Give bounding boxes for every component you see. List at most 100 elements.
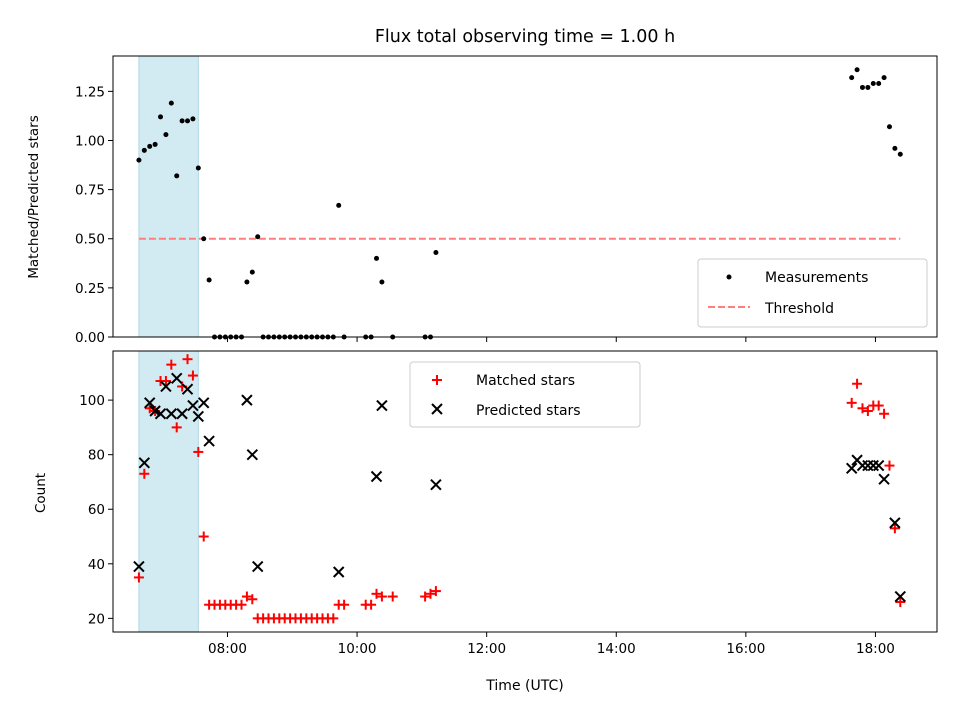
ratio-panel-frame bbox=[112, 55, 938, 338]
measurement-point bbox=[374, 255, 380, 261]
count-panel-frame bbox=[112, 350, 938, 633]
predicted-stars-point bbox=[376, 399, 388, 412]
matched-stars-point bbox=[420, 591, 431, 602]
predicted-stars-point bbox=[144, 397, 156, 409]
count-legend: Matched stars Predicted stars bbox=[409, 361, 641, 428]
matched-stars-point bbox=[895, 596, 906, 607]
count-panel: 20 40 60 80 100 08:00 10:00 12:00 14:00 16:00 18:… bbox=[33, 350, 938, 694]
measurement-point bbox=[379, 279, 385, 285]
predicted-stars-point bbox=[845, 462, 858, 475]
matched-stars-point bbox=[371, 588, 382, 599]
measurement-point bbox=[163, 132, 169, 138]
matched-stars-point bbox=[171, 422, 182, 433]
predicted-stars-point bbox=[333, 566, 345, 578]
matched-stars-point bbox=[862, 406, 873, 417]
measurement-point bbox=[168, 100, 174, 106]
observing-window-shade bbox=[138, 55, 199, 338]
measurement-point bbox=[876, 81, 882, 87]
matched-stars-point bbox=[852, 378, 863, 389]
matched-stars-point bbox=[160, 376, 171, 387]
measurement-point bbox=[881, 75, 887, 81]
chart-title: Flux total observing time = 1.00 h bbox=[375, 27, 675, 47]
legend-measurements-label: Measurements bbox=[765, 270, 868, 286]
measurement-point bbox=[244, 279, 250, 285]
predicted-stars-point bbox=[149, 405, 161, 417]
matched-stars-point bbox=[366, 599, 377, 610]
legend-measurements-marker bbox=[726, 274, 732, 280]
predicted-stars-point bbox=[192, 410, 205, 423]
ratio-y-axis-label: Matched/Predicted stars bbox=[26, 115, 42, 278]
count-legend-box bbox=[409, 361, 641, 428]
matched-stars-point bbox=[339, 599, 350, 610]
matched-stars-point bbox=[193, 446, 204, 457]
measurement-point bbox=[136, 157, 142, 163]
predicted-stars-point bbox=[252, 560, 264, 573]
matched-stars-point bbox=[873, 400, 884, 411]
predicted-stars-point bbox=[370, 470, 383, 483]
observing-window-shade bbox=[138, 350, 199, 633]
x-tick-label: 12:00 bbox=[467, 641, 506, 657]
predicted-stars-point bbox=[203, 435, 215, 447]
predicted-stars-point bbox=[246, 448, 259, 461]
measurement-point bbox=[190, 116, 196, 122]
ratio-legend-box bbox=[697, 258, 928, 328]
measurement-point bbox=[865, 84, 871, 90]
predicted-stars-point bbox=[187, 399, 199, 412]
matched-stars-point bbox=[328, 613, 339, 624]
predicted-stars-point bbox=[165, 408, 178, 420]
y-tick-label: 60 bbox=[88, 502, 105, 518]
x-tick-label: 14:00 bbox=[597, 641, 636, 657]
measurement-point bbox=[892, 145, 898, 151]
predicted-stars-point bbox=[872, 459, 885, 472]
x-axis-label: Time (UTC) bbox=[485, 678, 563, 694]
matched-stars-point bbox=[884, 460, 895, 471]
measurement-point bbox=[870, 81, 876, 87]
matched-stars-point bbox=[241, 591, 252, 602]
measurement-point bbox=[255, 234, 261, 240]
predicted-stars-point bbox=[889, 517, 901, 529]
measurement-point bbox=[886, 124, 892, 130]
predicted-stars-point bbox=[894, 590, 906, 603]
measurement-point bbox=[854, 67, 860, 73]
matched-stars-point bbox=[187, 370, 198, 381]
matched-stars-point bbox=[889, 523, 900, 534]
legend-matched-label: Matched stars bbox=[476, 373, 575, 389]
y-tick-label: 40 bbox=[88, 557, 105, 573]
measurement-point bbox=[195, 165, 201, 171]
measurement-point bbox=[336, 202, 342, 208]
x-tick-label: 08:00 bbox=[208, 641, 247, 657]
y-tick-label: 0.00 bbox=[75, 330, 105, 346]
x-tick-label: 16:00 bbox=[726, 641, 765, 657]
measurement-point bbox=[185, 118, 191, 124]
measurement-point bbox=[859, 84, 865, 90]
x-tick-label: 10:00 bbox=[338, 641, 377, 657]
x-tick-label: 18:00 bbox=[856, 641, 895, 657]
predicted-stars-point bbox=[878, 473, 890, 485]
matched-stars-point bbox=[376, 591, 387, 602]
predicted-stars-point bbox=[430, 478, 442, 491]
matched-stars-point bbox=[879, 408, 890, 419]
matched-stars-point bbox=[425, 588, 436, 599]
matched-stars-point bbox=[133, 572, 144, 583]
matched-stars-point bbox=[166, 359, 177, 370]
predicted-stars-point bbox=[241, 394, 253, 406]
legend-predicted-marker bbox=[431, 403, 443, 415]
predicted-stars-point bbox=[176, 408, 188, 420]
measurement-point bbox=[174, 173, 180, 179]
predicted-stars-point bbox=[867, 459, 879, 472]
predicted-stars-point bbox=[138, 457, 151, 469]
ratio-panel: 0.00 0.25 0.50 0.75 1.00 1.25 Matched/Predict… bbox=[26, 55, 938, 346]
predicted-stars-point bbox=[154, 408, 167, 420]
matched-stars-point bbox=[198, 531, 209, 542]
predicted-stars-point bbox=[133, 560, 145, 573]
ratio-legend: Measurements Threshold bbox=[697, 258, 928, 328]
legend-matched-marker bbox=[432, 375, 442, 385]
matched-stars-point bbox=[182, 354, 193, 365]
predicted-stars-point bbox=[862, 459, 874, 472]
measurement-point bbox=[249, 269, 255, 275]
measurement-point bbox=[152, 141, 158, 147]
y-tick-label: 20 bbox=[88, 611, 105, 627]
legend-threshold-label: Threshold bbox=[764, 301, 834, 317]
measurement-point bbox=[201, 236, 207, 242]
